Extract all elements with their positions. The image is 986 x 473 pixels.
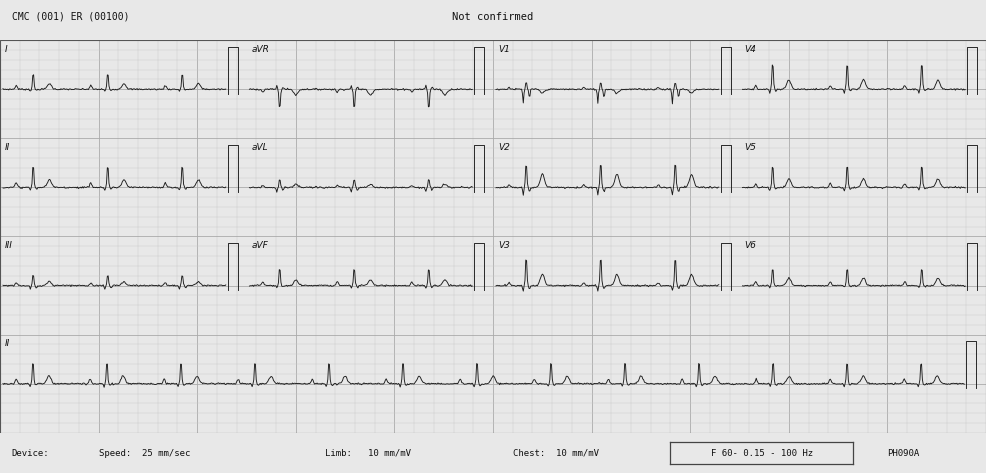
Text: Speed:  25 mm/sec: Speed: 25 mm/sec <box>99 448 190 458</box>
Text: II: II <box>5 143 10 152</box>
Text: V5: V5 <box>744 143 756 152</box>
Text: F 60- 0.15 - 100 Hz: F 60- 0.15 - 100 Hz <box>711 448 812 458</box>
Text: Chest:  10 mm/mV: Chest: 10 mm/mV <box>513 448 599 458</box>
Text: II: II <box>5 340 10 349</box>
Text: V3: V3 <box>498 241 510 250</box>
Text: V2: V2 <box>498 143 510 152</box>
Text: Not confirmed: Not confirmed <box>453 11 533 22</box>
Text: I: I <box>5 45 8 54</box>
Text: CMC (001) ER (00100): CMC (001) ER (00100) <box>12 11 129 22</box>
Text: III: III <box>5 241 13 250</box>
Text: V4: V4 <box>744 45 756 54</box>
Text: Limb:   10 mm/mV: Limb: 10 mm/mV <box>325 448 411 458</box>
Text: PH090A: PH090A <box>887 448 920 458</box>
Text: Device:: Device: <box>12 448 49 458</box>
Text: aVF: aVF <box>251 241 268 250</box>
Text: V6: V6 <box>744 241 756 250</box>
Text: aVL: aVL <box>251 143 268 152</box>
Text: V1: V1 <box>498 45 510 54</box>
Text: aVR: aVR <box>251 45 269 54</box>
